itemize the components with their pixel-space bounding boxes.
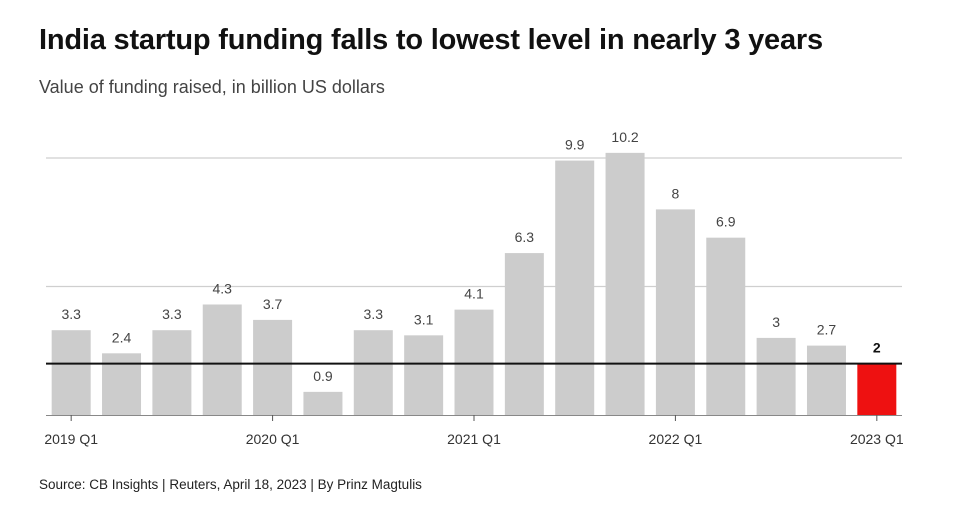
x-tick-label: 2021 Q1: [447, 431, 501, 447]
x-tick-label: 2022 Q1: [649, 431, 703, 447]
data-label: 6.9: [716, 214, 736, 230]
bar: [353, 330, 393, 415]
data-label-highlight: 2: [873, 340, 881, 356]
bar-highlight: [857, 363, 897, 415]
data-label: 3.7: [263, 296, 283, 312]
data-label: 3.3: [364, 306, 384, 322]
data-label: 3.3: [162, 306, 182, 322]
bars: [51, 152, 897, 416]
bar: [605, 152, 645, 416]
source-note: Source: CB Insights | Reuters, April 18,…: [39, 477, 422, 492]
bar: [806, 345, 846, 415]
bar: [555, 160, 595, 415]
x-tick-label: 2019 Q1: [44, 431, 98, 447]
bar: [152, 330, 192, 415]
bar: [655, 209, 695, 415]
data-label: 4.3: [213, 280, 233, 296]
data-label: 3.1: [414, 311, 434, 327]
data-label: 2.7: [817, 322, 837, 338]
chart-title: India startup funding falls to lowest le…: [39, 24, 823, 56]
bar: [706, 237, 746, 415]
data-label: 2.4: [112, 329, 132, 345]
bar: [51, 330, 91, 415]
bar: [404, 335, 444, 415]
data-labels: 3.3 2.4 3.3 4.3 3.7 0.9 3.3 3.1 4.1 6.3 9.9 10.2 8 6.…: [61, 129, 880, 384]
data-label: 3.3: [61, 306, 81, 322]
data-label: 4.1: [464, 286, 484, 302]
x-tick-label: 2020 Q1: [246, 431, 300, 447]
bar: [303, 391, 343, 415]
bar: [756, 337, 796, 415]
data-label: 0.9: [313, 368, 333, 384]
data-label: 8: [672, 185, 680, 201]
bar: [102, 353, 142, 415]
bar: [504, 253, 544, 415]
data-label: 9.9: [565, 137, 585, 153]
x-tick-label: 2023 Q1: [850, 431, 904, 447]
bar: [202, 304, 242, 415]
data-label: 3: [772, 314, 780, 330]
bar: [253, 319, 293, 415]
data-label: 10.2: [611, 129, 638, 145]
chart-subtitle: Value of funding raised, in billion US d…: [39, 77, 385, 97]
bar: [454, 309, 494, 415]
x-axis: 2019 Q1 2020 Q1 2021 Q1 2022 Q1 2023 Q1: [44, 415, 904, 447]
gridlines: [46, 157, 902, 288]
data-label: 6.3: [515, 229, 535, 245]
